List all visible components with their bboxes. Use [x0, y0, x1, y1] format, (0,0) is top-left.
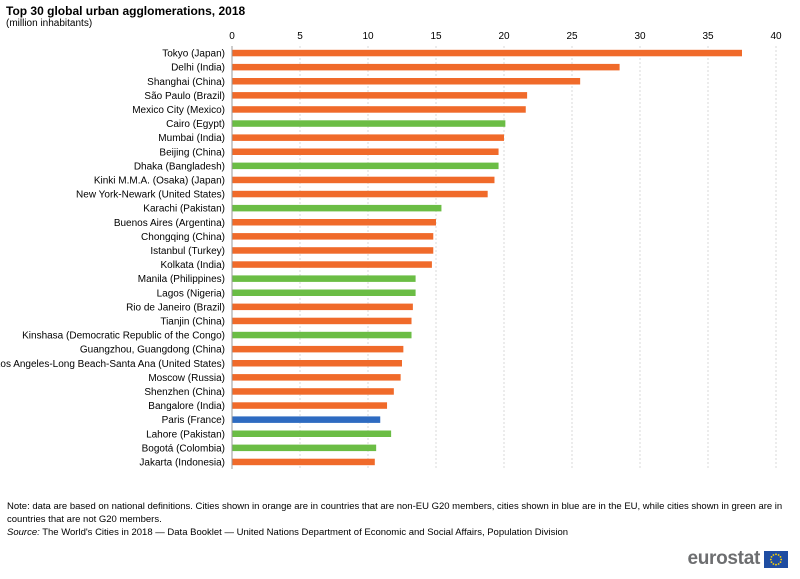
- x-tick-label: 5: [297, 31, 303, 42]
- star-icon: [777, 553, 780, 556]
- bar: [232, 92, 528, 99]
- category-label: Istanbul (Turkey): [150, 246, 225, 257]
- star-icon: [775, 563, 777, 566]
- category-label: Kolkata (India): [161, 260, 225, 271]
- bar: [232, 289, 416, 296]
- category-label: Guangzhou, Guangdong (China): [80, 345, 225, 356]
- bar: [232, 388, 394, 395]
- bar: [232, 219, 436, 226]
- category-label: New York-Newark (United States): [76, 190, 225, 201]
- bar: [232, 204, 442, 212]
- category-label: Dhaka (Bangladesh): [134, 161, 225, 172]
- bar: [232, 402, 388, 409]
- category-label: Los Angeles-Long Beach-Santa Ana (United…: [0, 359, 225, 370]
- category-label: Chongqing (China): [141, 232, 225, 243]
- bar: [232, 134, 504, 141]
- category-label: Shenzhen (China): [144, 387, 225, 398]
- bar: [232, 430, 392, 437]
- star-icon: [772, 562, 775, 565]
- category-label: Kinki M.M.A. (Osaka) (Japan): [94, 175, 225, 186]
- source-line: Source: The World's Cities in 2018 — Dat…: [7, 527, 568, 538]
- star-icon: [779, 560, 782, 563]
- bar: [232, 317, 412, 325]
- x-tick-label: 40: [770, 31, 782, 42]
- category-label: Cairo (Egypt): [166, 119, 225, 130]
- bar: [232, 345, 404, 353]
- bar: [232, 261, 432, 268]
- category-label: Lahore (Pakistan): [146, 429, 225, 440]
- category-label: Delhi (India): [171, 63, 225, 74]
- bar: [232, 233, 434, 240]
- x-tick-label: 0: [229, 31, 235, 42]
- bar: [232, 78, 581, 85]
- bar: [232, 148, 499, 155]
- bar: [232, 247, 434, 254]
- category-label: Mumbai (India): [158, 133, 225, 144]
- star-icon: [780, 558, 783, 560]
- eu-flag-icon: [764, 550, 788, 568]
- category-label: Tokyo (Japan): [162, 49, 225, 60]
- x-tick-label: 30: [634, 31, 646, 42]
- category-label: São Paulo (Brazil): [144, 91, 225, 102]
- category-label: Bangalore (India): [148, 401, 225, 412]
- bar: [232, 444, 377, 452]
- eurostat-logo: eurostat: [687, 548, 788, 570]
- bar: [232, 374, 401, 381]
- source-text: The World's Cities in 2018 — Data Bookle…: [39, 527, 569, 538]
- category-label: Rio de Janeiro (Brazil): [126, 302, 225, 313]
- category-label: Manila (Philippines): [138, 274, 225, 285]
- x-tick-label: 25: [566, 31, 578, 42]
- bar: [232, 49, 742, 57]
- category-label: Shanghai (China): [147, 77, 225, 88]
- x-tick-label: 10: [362, 31, 374, 42]
- category-label: Beijing (China): [159, 147, 225, 158]
- star-icon: [777, 562, 780, 565]
- category-label: Bogotá (Colombia): [142, 443, 225, 454]
- bar: [232, 360, 402, 367]
- bar: [232, 106, 526, 113]
- category-label: Karachi (Pakistan): [143, 204, 225, 215]
- bar: [232, 162, 499, 170]
- bar: [232, 63, 620, 71]
- bar-chart: 0 5 10 15 20 25 30 35 40 Tokyo (Japan) Delhi (Ind…: [0, 31, 782, 469]
- category-label: Mexico City (Mexico): [132, 105, 225, 116]
- x-tick-label: 15: [430, 31, 442, 42]
- star-icon: [775, 552, 777, 555]
- star-icon: [772, 553, 775, 556]
- category-label: Jakarta (Indonesia): [139, 457, 225, 468]
- category-label: Tianjin (China): [160, 316, 225, 327]
- bar: [232, 303, 413, 311]
- star-icon: [779, 555, 782, 558]
- x-tick-label: 35: [702, 31, 714, 42]
- category-label: Lagos (Nigeria): [157, 288, 225, 299]
- footnote: Note: data are based on national definit…: [7, 501, 783, 525]
- category-label: Moscow (Russia): [148, 373, 225, 384]
- chart-title: Top 30 global urban agglomerations, 2018: [6, 4, 246, 18]
- chart-subtitle: (million inhabitants): [6, 18, 93, 29]
- category-label: Kinshasa (Democratic Republic of the Con…: [22, 331, 225, 342]
- bar: [232, 275, 416, 282]
- star-icon: [770, 560, 773, 563]
- source-label: Source:: [7, 527, 40, 538]
- bar: [232, 331, 412, 339]
- star-icon: [769, 558, 772, 560]
- x-tick-label: 20: [498, 31, 510, 42]
- category-label: Paris (France): [162, 415, 225, 426]
- bar: [232, 176, 495, 184]
- bar: [232, 190, 488, 198]
- eurostat-logo-text: eurostat: [687, 548, 760, 569]
- star-icon: [770, 555, 773, 558]
- category-label: Buenos Aires (Argentina): [114, 218, 225, 229]
- bar: [232, 458, 375, 466]
- bar: [232, 120, 506, 127]
- bar: [232, 416, 381, 423]
